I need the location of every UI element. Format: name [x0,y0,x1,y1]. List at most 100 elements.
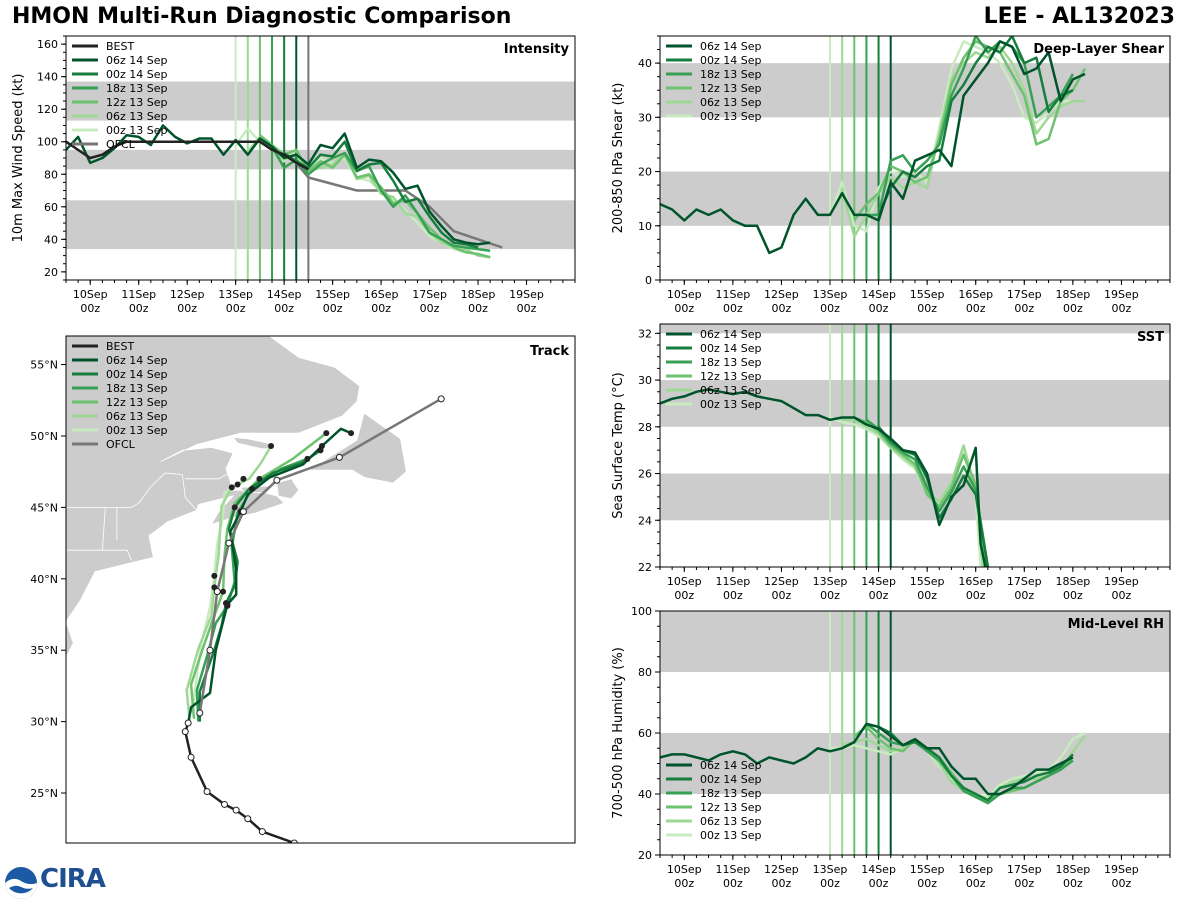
ofcl-position-marker [225,539,233,547]
shear-xtick-label: 00z [1014,302,1034,315]
forecast-position-marker [211,572,218,579]
intensity-ylabel: 10m Max Wind Speed (kt) [11,74,26,243]
sst-ytick-label: 26 [638,468,652,481]
rh-xtick-label: 11Sep [715,863,750,876]
ofcl-position-marker [196,709,204,717]
shear-xtick-label: 19Sep [1104,288,1139,301]
intensity-xtick-label: 00z [420,302,440,315]
shear-xtick-label: 12Sep [764,288,799,301]
rh-xtick-label: 16Sep [958,863,993,876]
shear-legend-label: 00z 14 Sep [700,54,762,67]
shear-xtick-label: 00z [674,302,694,315]
track-lat-label: 40°N [30,573,58,586]
ofcl-position-marker [335,453,343,461]
intensity-legend-label: 06z 13 Sep [106,110,168,123]
shear-xtick-label: 00z [869,302,889,315]
forecast-position-marker [224,602,231,609]
shear-xtick-label: 00z [1063,302,1083,315]
cira-logo-text: CIRA [40,864,106,894]
intensity-xtick-label: 19Sep [509,288,544,301]
sst-legend-label: 06z 13 Sep [700,384,762,397]
ofcl-position-marker [273,476,281,484]
forecast-position-marker [231,504,238,511]
rh-xtick-label: 00z [1063,877,1083,890]
shear-xtick-label: 10Sep [667,288,702,301]
intensity-ytick-label: 120 [37,103,58,116]
intensity-xtick-label: 13Sep [218,288,253,301]
rh-xtick-label: 19Sep [1104,863,1139,876]
track-series-line [186,427,352,724]
intensity-ytick-label: 80 [44,168,58,181]
track-legend-label: 06z 13 Sep [106,410,168,423]
sst-legend-label: 00z 14 Sep [700,342,762,355]
rh-legend-label: 06z 14 Sep [700,759,762,772]
forecast-position-marker [228,484,235,491]
intensity-legend-label: 18z 13 Sep [106,82,168,95]
track-lat-label: 55°N [30,359,58,372]
intensity-xtick-label: 00z [468,302,488,315]
rh-ytick-label: 40 [638,788,652,801]
rh-series-line [878,725,1074,802]
shear-xtick-label: 00z [917,302,937,315]
track-legend-label: 00z 14 Sep [106,368,168,381]
track-series-line [198,449,322,722]
rh-legend-label: 00z 13 Sep [700,829,762,842]
sst-ytick-label: 28 [638,421,652,434]
sst-legend-label: 00z 13 Sep [700,398,762,411]
shear-plot-area [660,36,1170,280]
sst-legend-label: 18z 13 Sep [700,356,762,369]
intensity-series-line [66,140,309,171]
rh-xtick-label: 15Sep [910,863,945,876]
intensity-ytick-label: 20 [44,266,58,279]
rh-xtick-label: 00z [966,877,986,890]
shear-ytick-label: 30 [638,111,652,124]
rh-xtick-label: 10Sep [667,863,702,876]
intensity-xtick-label: 18Sep [461,288,496,301]
rh-xtick-label: 00z [674,877,694,890]
shear-ytick-label: 40 [638,57,652,70]
shear-ytick-label: 0 [645,274,652,287]
track-frame [65,335,576,844]
shear-legend-label: 12z 13 Sep [700,82,762,95]
shear-legend-label: 18z 13 Sep [700,68,762,81]
shear-legend-label: 00z 13 Sep [700,110,762,123]
forecast-endpoint-marker [304,455,311,462]
border-line-4 [102,549,132,561]
best-track-marker [203,788,211,796]
sst-xtick-label: 00z [917,589,937,602]
track-title: Track [530,344,569,359]
intensity-band-2 [66,81,575,121]
best-track-marker [258,828,266,836]
noaa-logo-icon [5,867,37,899]
intensity-ytick-label: 160 [37,38,58,51]
sst-xtick-label: 00z [1014,589,1034,602]
intensity-xtick-label: 00z [129,302,149,315]
intensity-xtick-label: 00z [226,302,246,315]
sst-band-1 [660,380,1170,427]
intensity-title: Intensity [504,42,570,57]
sst-xtick-label: 00z [1063,589,1083,602]
forecast-position-marker [220,588,227,595]
sst-band-2 [660,324,1170,334]
intensity-ytick-label: 40 [44,233,58,246]
rh-xtick-label: 00z [917,877,937,890]
intensity-xtick-label: 00z [274,302,294,315]
shear-xtick-label: 00z [1112,302,1132,315]
intensity-xtick-label: 00z [323,302,343,315]
rh-ylabel: 700-500 hPa Humidity (%) [611,647,626,819]
track-lat-label: 45°N [30,501,58,514]
sst-xtick-label: 14Sep [861,575,896,588]
track-legend-label: OFCL [106,438,136,451]
forecast-position-marker [234,481,241,488]
intensity-ytick-label: 60 [44,201,58,214]
shear-legend-label: 06z 13 Sep [700,96,762,109]
intensity-legend-label: OFCL [106,138,136,151]
track-series-line [184,722,299,843]
shear-title: Deep-Layer Shear [1033,42,1164,57]
intensity-xtick-label: 11Sep [121,288,156,301]
rh-legend-label: 06z 13 Sep [700,815,762,828]
rh-xtick-label: 00z [772,877,792,890]
track-series-line [189,432,328,719]
border-line-0 [66,472,198,511]
